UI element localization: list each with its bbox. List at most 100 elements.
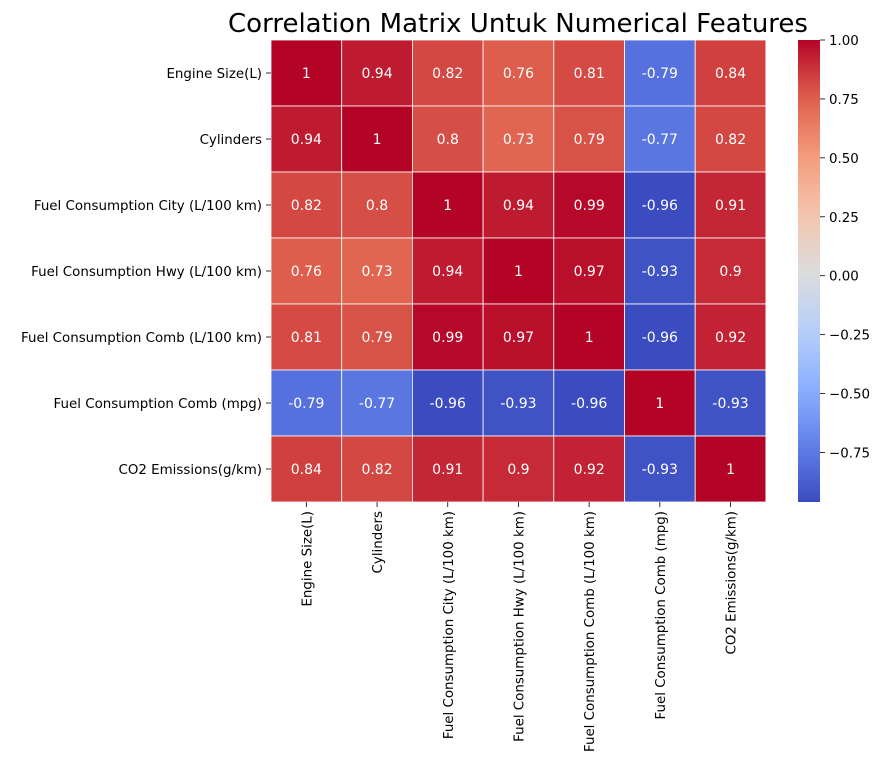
column-tick-label: Cylinders xyxy=(371,511,386,573)
cell-value-label: -0.77 xyxy=(359,396,395,412)
column-tick-labels: Engine Size(L) Cylinders Fuel Consumption … xyxy=(300,502,740,752)
cell-value-label: 0.81 xyxy=(574,66,605,82)
heatmap-cell xyxy=(270,39,343,107)
cell-value-label: -0.93 xyxy=(642,264,678,280)
column-tick-label: Fuel Consumption Comb (L/100 km) xyxy=(583,511,598,752)
heatmap-cell xyxy=(624,435,696,503)
cell-value-label: 0.97 xyxy=(503,330,534,346)
heatmap-cell xyxy=(694,435,767,503)
row-tick-label: Fuel Consumption Hwy (L/100 km) xyxy=(31,265,262,280)
cell-value-label: 0.82 xyxy=(291,198,322,214)
cell-value-label: 0.94 xyxy=(432,264,463,280)
cell-value-label: 1 xyxy=(585,330,594,346)
cell-value-label: 0.82 xyxy=(715,132,746,148)
column-tick-label: Fuel Consumption Hwy (L/100 km) xyxy=(512,511,527,742)
heatmap-cell xyxy=(694,171,767,239)
cell-value-label: -0.77 xyxy=(642,132,678,148)
cell-value-label: 0.84 xyxy=(291,462,322,478)
row-tick-label: Cylinders xyxy=(200,133,262,148)
cell-value-label: -0.79 xyxy=(642,66,678,82)
column-tick-label: Fuel Consumption Comb (mpg) xyxy=(654,511,669,719)
heatmap-cell xyxy=(411,105,484,173)
heatmap-cell xyxy=(411,171,484,239)
cell-value-label: 1 xyxy=(514,264,523,280)
cell-value-label: 0.91 xyxy=(432,462,463,478)
row-tick-label: Fuel Consumption City (L/100 km) xyxy=(34,199,262,214)
cell-value-label: 1 xyxy=(302,66,311,82)
heatmap-cell xyxy=(694,237,767,305)
cell-value-label: 0.94 xyxy=(361,66,392,82)
cell-value-label: 0.79 xyxy=(361,330,392,346)
cell-value-label: 1 xyxy=(443,198,452,214)
heatmap-cell xyxy=(341,39,413,107)
colorbar: 1.00 0.75 0.50 0.25 0.00 −0.25 −0.50 −0.75 xyxy=(798,34,870,502)
colorbar-tick-label: −0.75 xyxy=(829,447,870,462)
heatmap-cell xyxy=(482,435,555,503)
row-tick-label: Engine Size(L) xyxy=(166,67,262,82)
heatmap-cell xyxy=(553,39,625,107)
heatmap-cell xyxy=(411,39,484,107)
cell-value-label: 1 xyxy=(726,462,735,478)
heatmap-cell xyxy=(482,39,555,107)
cell-value-label: 0.9 xyxy=(719,264,741,280)
heatmap-annotations: 1 0.94 0.82 0.76 0.81 -0.79 0.84 0.94 1 0.8 0.73 0.… xyxy=(288,66,748,478)
cell-value-label: -0.96 xyxy=(430,396,466,412)
heatmap-cell xyxy=(624,105,696,173)
heatmap-cell xyxy=(553,435,625,503)
heatmap-cell xyxy=(411,303,484,371)
column-tick-label: CO2 Emissions(g/km) xyxy=(725,511,740,654)
cell-value-label: 0.84 xyxy=(715,66,746,82)
cell-value-label: 0.99 xyxy=(574,198,605,214)
cell-value-label: -0.96 xyxy=(642,330,678,346)
cell-value-label: 0.97 xyxy=(574,264,605,280)
heatmap-cells xyxy=(270,39,767,503)
heatmap-cell xyxy=(341,369,413,437)
colorbar-tick-label: 0.25 xyxy=(829,211,859,226)
colorbar-tick-label: 0.75 xyxy=(829,93,859,108)
colorbar-gradient xyxy=(798,40,820,502)
cell-value-label: 0.8 xyxy=(437,132,459,148)
heatmap-cell xyxy=(482,237,555,305)
colorbar-tick-label: 0.00 xyxy=(829,270,859,285)
heatmap-cell xyxy=(624,237,696,305)
cell-value-label: -0.79 xyxy=(288,396,324,412)
cell-value-label: 0.9 xyxy=(507,462,529,478)
heatmap-cell xyxy=(624,39,696,107)
cell-value-label: 0.81 xyxy=(291,330,322,346)
heatmap-cell xyxy=(270,237,343,305)
heatmap-cell xyxy=(270,435,343,503)
colorbar-tick-label: −0.25 xyxy=(829,329,870,344)
heatmap-cell xyxy=(694,369,767,437)
cell-value-label: -0.93 xyxy=(712,396,748,412)
row-tick-label: Fuel Consumption Comb (mpg) xyxy=(54,397,262,412)
cell-value-label: -0.93 xyxy=(642,462,678,478)
cell-value-label: -0.96 xyxy=(571,396,607,412)
cell-value-label: 0.99 xyxy=(432,330,463,346)
cell-value-label: 0.92 xyxy=(574,462,605,478)
cell-value-label: 0.76 xyxy=(503,66,534,82)
column-tick-label: Fuel Consumption City (L/100 km) xyxy=(442,511,457,739)
cell-value-label: 0.91 xyxy=(715,198,746,214)
cell-value-label: 0.73 xyxy=(361,264,392,280)
colorbar-ticks: 1.00 0.75 0.50 0.25 0.00 −0.25 −0.50 −0.75 xyxy=(820,34,870,462)
heatmap-cell xyxy=(482,171,555,239)
cell-value-label: 0.92 xyxy=(715,330,746,346)
heatmap-cell xyxy=(694,303,767,371)
column-tick-label: Engine Size(L) xyxy=(300,511,315,607)
heatmap-cell xyxy=(694,105,767,173)
cell-value-label: 1 xyxy=(373,132,382,148)
colorbar-tick-label: −0.50 xyxy=(829,388,870,403)
row-tick-label: CO2 Emissions(g/km) xyxy=(119,463,262,478)
heatmap-cell xyxy=(341,171,413,239)
cell-value-label: 0.82 xyxy=(432,66,463,82)
heatmap-cell xyxy=(270,303,343,371)
colorbar-tick-label: 1.00 xyxy=(829,34,859,49)
heatmap-cell xyxy=(411,435,484,503)
cell-value-label: 0.94 xyxy=(291,132,322,148)
row-tick-label: Fuel Consumption Comb (L/100 km) xyxy=(21,331,262,346)
cell-value-label: 1 xyxy=(655,396,664,412)
heatmap-cell xyxy=(553,369,625,437)
cell-value-label: 0.82 xyxy=(361,462,392,478)
cell-value-label: 0.76 xyxy=(291,264,322,280)
colorbar-tick-label: 0.50 xyxy=(829,152,859,167)
